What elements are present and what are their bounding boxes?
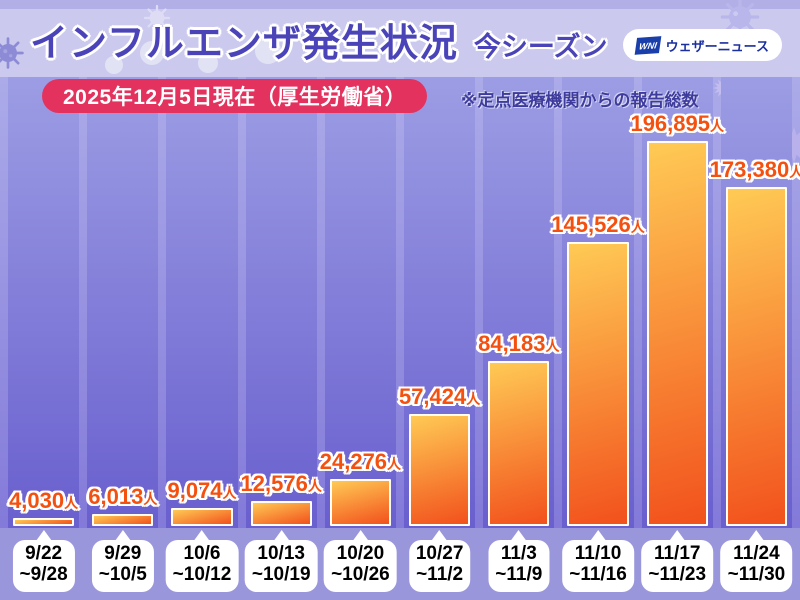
virus-icon [0,37,24,69]
x-axis-label: 10/20 ~10/26 [324,540,397,592]
bar-value-label: 4,030人 [9,488,79,514]
bar [329,478,392,526]
x-axis-label-line: 9/22 [25,543,63,564]
unit-suffix: 人 [630,218,645,235]
unit-suffix: 人 [709,118,724,135]
x-axis-label: 11/10 ~11/16 [562,540,634,592]
x-axis-label-line: ~11/30 [727,563,786,585]
x-axis-label: 11/17 ~11/23 [641,540,714,592]
date-badge: 2025年12月5日現在（厚生労働省） [42,79,428,113]
bar-value-label: 6,013人 [88,484,158,510]
unit-suffix: 人 [143,491,158,508]
x-axis-label-line: ~10/19 [251,563,311,585]
x-axis-label-line: 9/29 [104,543,142,564]
title-row: インフルエンザ発生状況 今シーズン [30,23,608,67]
chart-column: 196,895人 11/17 ~11/23 [630,77,724,592]
x-axis-label: 11/24 ~11/30 [720,540,793,592]
x-axis-label-line: ~9/28 [19,563,68,585]
x-axis-label: 11/3 ~11/9 [488,540,550,592]
x-axis-label-line: ~11/2 [416,563,464,585]
bar [725,187,788,526]
x-axis-label: 10/27 ~11/2 [408,540,471,592]
chart-column: 57,424人 10/27 ~11/2 [399,77,480,592]
chart-column: 4,030人 9/22 ~9/28 [8,77,80,592]
bar [92,514,154,526]
unit-suffix: 人 [387,455,402,472]
date-badge-text: 2025年12月5日現在（厚生労働省） [63,86,407,109]
bar [488,361,550,526]
bar-value-label: 12,576人 [240,471,322,497]
x-axis-label-line: 11/17 [653,543,701,564]
unit-suffix: 人 [545,338,560,355]
unit-suffix: 人 [64,495,79,512]
x-axis-label-line: 11/3 [500,543,537,564]
bar-value-label: 84,183人 [478,331,560,357]
x-axis-label: 10/13 ~10/19 [244,540,318,592]
bar [646,141,708,526]
brand-name: ウェザーニュース [665,38,769,54]
chart-column: 145,526人 11/10 ~11/16 [551,77,645,592]
chart-column: 12,576人 10/13 ~10/19 [241,77,322,592]
bar-value-label: 173,380人 [710,159,800,181]
x-axis-label-line: ~10/12 [172,563,232,585]
unit-suffix: 人 [789,164,800,180]
x-axis-label: 9/22 ~9/28 [12,540,75,592]
x-axis-label: 9/29 ~10/5 [91,540,154,592]
bar-value-label: 9,074人 [167,478,237,504]
bar-value-label: 145,526人 [551,211,645,237]
x-axis-label-line: ~11/9 [495,563,543,585]
bar [171,508,233,526]
brand-badge: WNI ウェザーニュース [622,29,782,61]
x-axis-label-line: 11/24 [733,543,780,564]
bar-value-label: 57,424人 [398,383,481,409]
bar [13,518,75,526]
unit-suffix: 人 [222,485,237,502]
unit-suffix: 人 [307,478,322,495]
bar [409,413,471,526]
source-note: ※定点医療機関からの報告総数 [461,91,699,110]
x-axis-label: 10/6 ~10/12 [165,540,239,592]
chart-column: 24,276人 10/20 ~10/26 [320,77,401,592]
x-axis-label-line: 10/20 [336,543,385,564]
wni-logo-icon: WNI [634,35,661,55]
bar-value-label: 196,895人 [630,111,724,137]
chart-column: 6,013人 9/29 ~10/5 [87,77,159,592]
bar [567,241,629,526]
x-axis-label-line: 11/10 [574,543,622,564]
bar-value-label: 24,276人 [319,448,402,474]
x-axis-label-line: ~10/5 [98,563,147,585]
x-axis-label-line: 10/6 [183,543,221,564]
chart-column: 9,074人 10/6 ~10/12 [165,77,239,592]
unit-suffix: 人 [466,390,481,407]
bar [250,501,312,526]
chart-column: 173,380人 11/24 ~11/30 [710,77,800,592]
x-axis-label-line: ~11/16 [569,563,627,585]
chart-plot-area: 4,030人 9/22 ~9/28 6,013人 9/29 ~10/5 9,074人 10/6… [0,57,800,592]
x-axis-label-line: ~10/26 [331,563,390,585]
x-axis-label-line: 10/13 [257,543,305,564]
chart-column: 84,183人 11/3 ~11/9 [478,77,559,592]
chart-columns: 4,030人 9/22 ~9/28 6,013人 9/29 ~10/5 9,074人 10/6… [0,77,800,592]
season-label: 今シーズン [473,32,608,63]
page-title: インフルエンザ発生状況 [30,23,458,65]
x-axis-label-line: 10/27 [415,543,464,564]
x-axis-label-line: ~11/23 [648,563,707,585]
header-band: インフルエンザ発生状況 今シーズン WNI ウェザーニュース [0,0,800,77]
